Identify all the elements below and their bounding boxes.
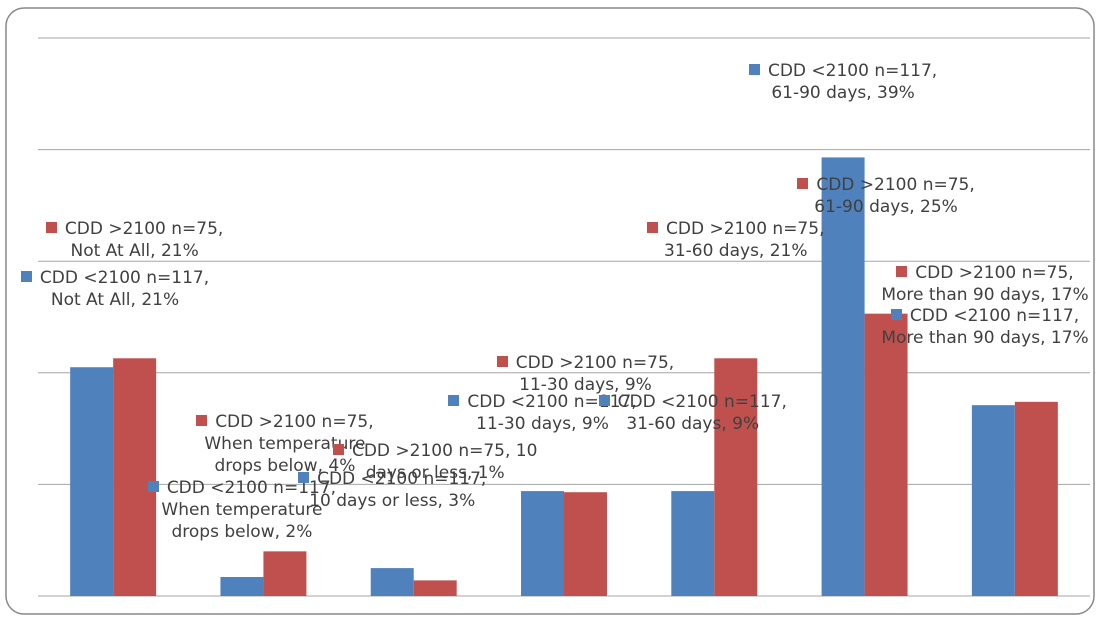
data-label: CDD <2100 n=117, Not At All, 21%	[10, 267, 220, 311]
label-key	[298, 472, 310, 484]
bar	[413, 580, 457, 596]
label-key	[647, 222, 659, 234]
data-label: CDD <2100 n=117, 31-60 days, 9%	[588, 391, 798, 435]
label-key	[196, 415, 208, 427]
label-text: CDD <2100 n=117, 11-30 days, 9%	[467, 392, 637, 435]
label-key	[20, 271, 32, 283]
label-text: CDD <2100 n=117, 61-90 days, 39%	[767, 61, 938, 103]
label-key	[598, 395, 610, 407]
bar	[220, 577, 264, 596]
bar	[821, 157, 865, 597]
data-label: CDD >2100 n=75, More than 90 days, 17%	[880, 262, 1090, 306]
bar	[564, 492, 607, 596]
label-key	[748, 64, 760, 75]
label-text: CDD <2100 n=117, 31-60 days, 9%	[617, 392, 787, 435]
data-label: CDD <2100 n=117, 11-30 days, 9%	[438, 391, 648, 435]
label-key	[147, 481, 159, 493]
label-text: CDD >2100 n=75, 11-30 days, 9%	[515, 353, 675, 396]
label-text: CDD >2100 n=75, 61-90 days, 25%	[814, 174, 975, 217]
data-label: CDD <2100 n=117, 10 days or less, 3%	[287, 468, 497, 512]
data-label: CDD >2100 n=75, 61-90 days, 25%	[781, 174, 991, 218]
label-key	[890, 309, 902, 321]
chart-frame	[5, 7, 1095, 615]
data-label: CDD >2100 n=75, Not At All, 21%	[30, 218, 240, 262]
bar	[714, 358, 758, 596]
label-key	[332, 444, 344, 456]
label-text: CDD <2100 n=117, When temperature drops …	[161, 478, 337, 543]
label-key	[45, 222, 57, 234]
label-text: CDD <2100 n=117, More than 90 days, 17%	[881, 306, 1089, 349]
data-label: CDD >2100 n=75, 10 days or less, 1%	[330, 440, 540, 484]
label-text: CDD >2100 n=75, Not At All, 21%	[64, 219, 224, 262]
bar	[671, 491, 715, 596]
bar	[971, 405, 1015, 596]
bar	[864, 313, 908, 596]
label-text: CDD <2100 n=117, 10 days or less, 3%	[309, 469, 487, 512]
label-key	[797, 177, 809, 189]
label-text: CDD >2100 n=75, When temperature drops b…	[204, 412, 374, 477]
bar	[370, 568, 414, 596]
data-label: CDD >2100 n=75, 11-30 days, 9%	[480, 352, 690, 396]
data-label: CDD >2100 n=75, When temperature drops b…	[180, 411, 390, 477]
label-text: CDD >2100 n=75, 10 days or less, 1%	[351, 441, 538, 484]
label-key	[496, 356, 508, 368]
data-label: CDD >2100 n=75, 31-60 days, 21%	[631, 218, 841, 262]
data-label: CDD <2100 n=117, When temperature drops …	[137, 477, 347, 543]
data-label: CDD <2100 n=117, 61-90 days, 39%	[738, 60, 948, 104]
bar	[521, 491, 564, 596]
label-text: CDD <2100 n=117, Not At All, 21%	[39, 268, 210, 311]
bar	[1014, 401, 1058, 596]
label-key	[448, 395, 460, 407]
label-text: CDD >2100 n=75, 31-60 days, 21%	[664, 219, 825, 262]
data-label: CDD <2100 n=117, More than 90 days, 17%	[880, 305, 1090, 349]
bar	[263, 551, 307, 596]
label-key	[896, 265, 908, 277]
label-text: CDD >2100 n=75, More than 90 days, 17%	[881, 262, 1089, 305]
bar	[70, 367, 114, 596]
bar	[113, 358, 157, 596]
